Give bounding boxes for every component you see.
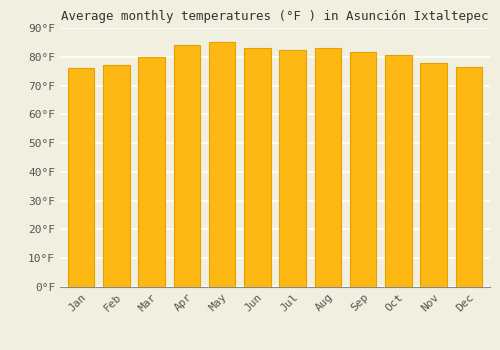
Bar	[350, 52, 376, 287]
Bar	[103, 65, 130, 287]
Bar	[174, 45, 200, 287]
Bar	[244, 48, 270, 287]
Bar	[68, 68, 94, 287]
Bar	[280, 50, 306, 287]
Bar	[456, 67, 482, 287]
Bar	[314, 48, 341, 287]
Bar	[209, 42, 236, 287]
Bar	[138, 57, 165, 287]
Bar	[385, 55, 411, 287]
Bar	[420, 63, 447, 287]
Title: Average monthly temperatures (°F ) in Asunción Ixtaltepec: Average monthly temperatures (°F ) in As…	[61, 10, 489, 23]
